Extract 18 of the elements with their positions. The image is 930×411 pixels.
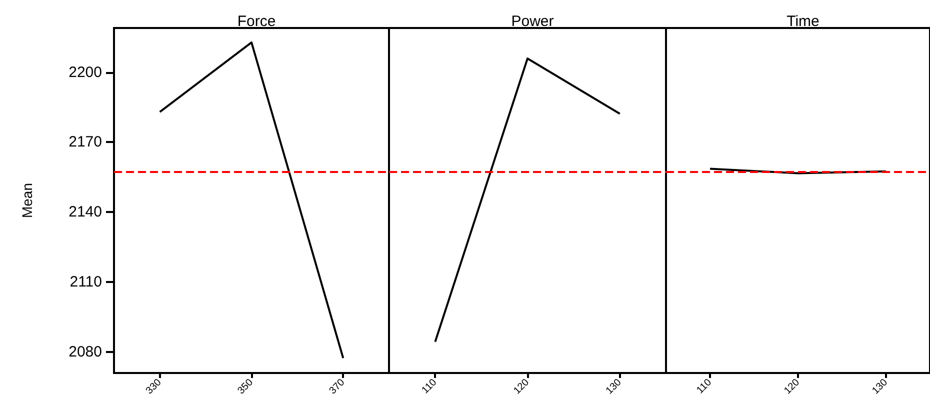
y-tick-label: 2080 xyxy=(68,344,102,361)
y-axis-title: Mean xyxy=(19,182,35,218)
y-tick-label: 2110 xyxy=(70,274,102,291)
y-tick-label: 2200 xyxy=(68,64,102,81)
chart-title: Power xyxy=(511,13,554,30)
x-tick-label: 330 xyxy=(144,376,164,397)
x-tick-label: 130 xyxy=(870,376,890,397)
y-tick-label: 2170 xyxy=(68,134,102,151)
x-tick-label: 120 xyxy=(512,376,532,397)
x-tick-label: 120 xyxy=(782,376,802,397)
x-tick-label: 370 xyxy=(327,376,348,397)
chart-title: Time xyxy=(786,13,820,30)
x-tick-label: 130 xyxy=(604,376,624,397)
y-tick-label: 2140 xyxy=(68,204,102,221)
chart-title: Force xyxy=(237,13,276,30)
x-tick-label: 110 xyxy=(420,376,440,396)
x-tick-label: 110 xyxy=(694,376,714,396)
x-tick-label: 350 xyxy=(236,376,256,397)
